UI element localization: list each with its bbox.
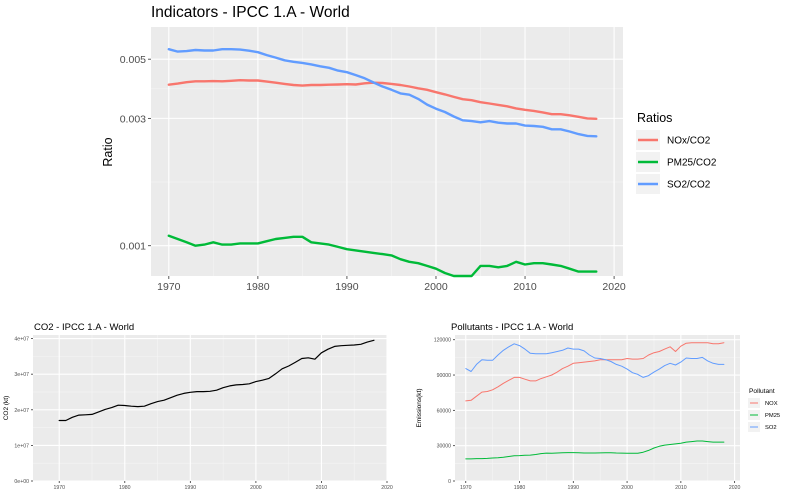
indicators-line-pm25-co2 <box>167 234 598 278</box>
indicators-chart: Indicators - IPCC 1.A - World 1970 1980 19… <box>101 4 717 293</box>
pollutants-legend-label-pm25: PM25 <box>765 413 780 419</box>
co2-y-ticks: 0e+00 1e+07 2e+07 3e+07 4e+07 <box>14 337 33 485</box>
indicators-legend-label-so2-co2: SO2/CO2 <box>667 180 711 191</box>
co2-y-tick-label: 4e+07 <box>14 337 29 343</box>
pollutants-y-tick-label: 60000 <box>437 408 452 414</box>
co2-y-axis-title: CO2 (kt) <box>3 396 10 421</box>
indicators-line-so2-co2 <box>167 48 598 138</box>
co2-y-tick-label: 0e+00 <box>14 479 29 485</box>
pollutants-y-tick-label: 0 <box>448 479 451 485</box>
pollutants-x-tick-label: 1970 <box>460 485 472 491</box>
pollutants-x-tick-label: 2000 <box>621 485 633 491</box>
co2-title: CO2 - IPCC 1.A - World <box>34 322 134 333</box>
co2-x-tick-label: 2020 <box>381 485 393 491</box>
pollutants-x-tick-label: 2020 <box>729 485 741 491</box>
pollutants-series <box>465 342 725 460</box>
indicators-y-tick-label: 0.001 <box>120 241 146 253</box>
pollutants-panel <box>455 335 740 481</box>
indicators-line-nox-co2 <box>167 78 598 121</box>
pollutants-title: Pollutants - IPCC 1.A - World <box>451 322 573 333</box>
indicators-legend-label-nox-co2: NOx/CO2 <box>667 136 711 147</box>
pollutants-legend-label-so2: SO2 <box>765 425 777 431</box>
pollutants-chart: Pollutants - IPCC 1.A - World 1970 1980 19… <box>416 322 780 491</box>
pollutants-line-nox <box>465 342 725 402</box>
pollutants-x-tick-label: 1990 <box>568 485 580 491</box>
co2-series <box>58 339 375 422</box>
co2-panel <box>33 335 387 481</box>
pollutants-legend: Pollutant NOX PM25 SO2 <box>748 388 780 432</box>
pollutants-legend-title: Pollutant <box>749 388 775 395</box>
indicators-legend-title: Ratios <box>637 111 672 125</box>
pollutants-x-ticks: 1970 1980 1990 2000 2010 2020 <box>460 481 741 491</box>
indicators-x-tick-label: 1980 <box>246 281 270 293</box>
indicators-y-axis-title: Ratio <box>101 137 115 166</box>
co2-y-tick-label: 1e+07 <box>14 443 29 449</box>
co2-chart: CO2 - IPCC 1.A - World 1970 1980 1990 2000 2… <box>3 322 393 491</box>
pollutants-y-ticks: 0 30000 60000 90000 120000 <box>434 338 455 485</box>
co2-x-tick-label: 1980 <box>119 485 131 491</box>
indicators-x-tick-label: 1990 <box>335 281 359 293</box>
co2-y-tick-label: 2e+07 <box>14 408 29 414</box>
co2-x-ticks: 1970 1980 1990 2000 2010 2020 <box>53 481 393 491</box>
co2-x-tick-label: 2010 <box>316 485 328 491</box>
indicators-x-tick-label: 2000 <box>424 281 448 293</box>
pollutants-line-so2 <box>465 343 725 378</box>
pollutants-x-tick-label: 2010 <box>675 485 687 491</box>
indicators-legend: Ratios NOx/CO2 PM25/CO2 SO2/CO2 <box>636 111 717 194</box>
pollutants-y-tick-label: 90000 <box>437 373 452 379</box>
indicators-title: Indicators - IPCC 1.A - World <box>151 4 350 21</box>
indicators-y-tick-label: 0.005 <box>120 54 146 66</box>
indicators-legend-label-pm25-co2: PM25/CO2 <box>667 158 717 169</box>
co2-y-tick-label: 3e+07 <box>14 372 29 378</box>
indicators-x-tick-label: 2020 <box>602 281 626 293</box>
pollutants-y-tick-label: 30000 <box>437 444 452 450</box>
pollutants-x-tick-label: 1980 <box>514 485 526 491</box>
pollutants-line-pm25 <box>465 440 725 460</box>
indicators-x-tick-label: 2010 <box>513 281 537 293</box>
indicators-y-tick-label: 0.003 <box>120 113 146 125</box>
pollutants-y-tick-label: 120000 <box>434 338 451 344</box>
pollutants-y-axis-title: Emissions(kt) <box>416 388 423 427</box>
indicators-x-tick-label: 1970 <box>157 281 181 293</box>
co2-x-tick-label: 1990 <box>185 485 197 491</box>
co2-line-co2 <box>58 339 375 422</box>
indicators-x-ticks: 1970 1980 1990 2000 2010 2020 <box>157 276 626 293</box>
co2-x-tick-label: 1970 <box>53 485 65 491</box>
indicators-y-ticks: 0.001 0.003 0.005 <box>120 54 151 253</box>
pollutants-legend-label-nox: NOX <box>765 401 778 407</box>
indicators-series <box>167 48 598 278</box>
co2-x-tick-label: 2000 <box>250 485 262 491</box>
indicators-panel <box>151 27 623 276</box>
co2-gridlines <box>33 335 388 482</box>
